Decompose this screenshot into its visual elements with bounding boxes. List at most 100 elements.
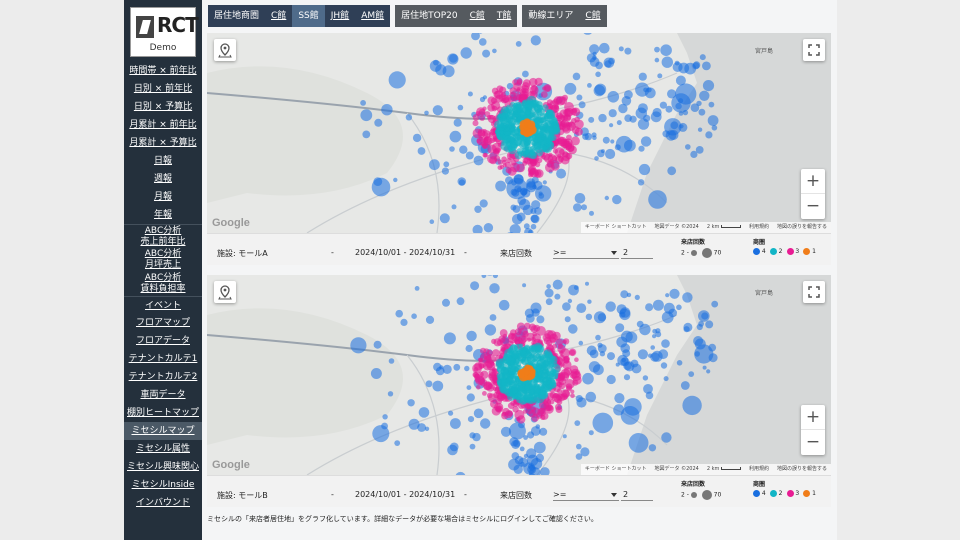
map-point — [605, 148, 616, 160]
map-point — [606, 374, 616, 385]
separator: - — [331, 248, 334, 257]
map-point — [424, 110, 429, 116]
sidebar-item-4[interactable]: 月累計 × 予算比 — [124, 134, 202, 152]
sidebar-item-1[interactable]: 日別 × 前年比 — [124, 80, 202, 98]
map-point — [574, 193, 586, 204]
map-point — [696, 323, 703, 331]
zoom-in-button[interactable]: + — [801, 405, 825, 430]
facility-select[interactable]: モールA — [238, 249, 268, 258]
map-point — [456, 297, 465, 306]
tab-2-1[interactable]: C館 — [579, 5, 607, 27]
map-point — [520, 351, 528, 358]
location-icon[interactable] — [214, 281, 236, 303]
tab-1-1[interactable]: C館 — [463, 5, 491, 27]
fullscreen-icon[interactable] — [803, 39, 825, 61]
attrib-terms[interactable]: 利用規約 — [748, 224, 769, 230]
location-icon[interactable] — [214, 39, 236, 61]
map-point — [604, 195, 609, 201]
sidebar-item-16[interactable]: テナントカルテ2 — [124, 368, 202, 386]
sidebar-item-9[interactable]: ABC分析 売上前年比 — [124, 224, 202, 248]
visit-count-input[interactable]: 2 — [621, 243, 653, 259]
sidebar-item-0[interactable]: 時間帯 × 前年比 — [124, 62, 202, 80]
sidebar-item-20[interactable]: ミセシル属性 — [124, 440, 202, 458]
map-point — [482, 361, 493, 371]
map-point — [505, 106, 513, 114]
map-point — [394, 440, 401, 446]
attrib-shortcuts[interactable]: キーボード ショートカット — [584, 466, 647, 472]
map-point — [504, 135, 511, 142]
attrib-terms[interactable]: 利用規約 — [748, 466, 769, 472]
map-point — [654, 46, 660, 53]
map-point — [447, 53, 459, 65]
sidebar-item-2[interactable]: 日別 × 予算比 — [124, 98, 202, 116]
sidebar-item-18[interactable]: 棚別ヒートマップ — [124, 404, 202, 422]
scale-bar-icon — [720, 467, 741, 470]
date-range[interactable]: 2024/10/01 - 2024/10/31 — [355, 248, 456, 257]
sidebar-item-14[interactable]: フロアデータ — [124, 332, 202, 350]
map-point — [522, 409, 528, 414]
attrib-shortcuts[interactable]: キーボード ショートカット — [584, 224, 647, 230]
sidebar-item-12[interactable]: イベント — [124, 296, 202, 314]
tab-0-2[interactable]: SS館 — [292, 5, 325, 27]
attrib-report[interactable]: 地図の誤りを報告する — [776, 466, 827, 472]
tab-0-3[interactable]: JH館 — [324, 5, 356, 27]
operator-select[interactable]: >= — [553, 243, 619, 259]
map-point — [638, 145, 645, 152]
sidebar-item-8[interactable]: 年報 — [124, 206, 202, 224]
map-point — [614, 393, 625, 404]
sidebar-item-23[interactable]: インバウンド — [124, 494, 202, 512]
sidebar-item-label: フロアデータ — [135, 336, 190, 346]
map-point — [690, 103, 700, 112]
tab-0-1[interactable]: C館 — [265, 5, 293, 27]
map-canvas[interactable]: + − 宮戸島 Google キーボード ショートカット 地図データ ©2024… — [207, 33, 831, 233]
map-point — [387, 391, 394, 397]
sidebar-item-7[interactable]: 月報 — [124, 188, 202, 206]
map-point — [482, 129, 487, 133]
sidebar-item-10[interactable]: ABC分析 月坪売上 — [124, 248, 202, 272]
map-point — [581, 204, 587, 211]
map-point — [585, 281, 589, 286]
sidebar-item-11[interactable]: ABC分析 賃料負担率 — [124, 272, 202, 296]
map-canvas[interactable]: + − 宮戸島 Google キーボード ショートカット 地図データ ©2024… — [207, 275, 831, 475]
map-point — [529, 168, 536, 175]
sidebar-item-label: テナントカルテ1 — [128, 354, 198, 364]
zoom-out-button[interactable]: − — [805, 432, 821, 452]
date-range[interactable]: 2024/10/01 - 2024/10/31 — [355, 490, 456, 499]
fullscreen-icon[interactable] — [803, 281, 825, 303]
sidebar-item-5[interactable]: 日報 — [124, 152, 202, 170]
facility-select[interactable]: モールB — [238, 491, 268, 500]
map-point — [546, 284, 551, 289]
sidebar-item-3[interactable]: 月累計 × 前年比 — [124, 116, 202, 134]
sidebar-item-13[interactable]: フロアマップ — [124, 314, 202, 332]
map-point — [608, 109, 617, 118]
map-point — [487, 96, 496, 105]
sidebar-item-19[interactable]: ミセシルマップ — [124, 422, 202, 440]
sidebar-item-6[interactable]: 週報 — [124, 170, 202, 188]
map-point — [690, 150, 698, 158]
size-legend: 来店回数 2 - 70 — [681, 478, 741, 506]
map-point — [588, 430, 594, 436]
size-legend-title: 来店回数 — [681, 481, 706, 488]
attrib-report[interactable]: 地図の誤りを報告する — [776, 224, 827, 230]
map-point — [578, 101, 586, 109]
tab-1-2[interactable]: T館 — [490, 5, 518, 27]
map-point — [585, 313, 593, 320]
zoom-out-button[interactable]: − — [805, 196, 821, 216]
sidebar-item-22[interactable]: ミセシルInside — [124, 476, 202, 494]
map-point — [457, 104, 464, 111]
visit-count-input[interactable]: 2 — [621, 485, 653, 501]
tab-0-4[interactable]: AM館 — [355, 5, 391, 27]
map-point — [439, 213, 450, 224]
zoom-in-button[interactable]: + — [801, 169, 825, 194]
size-legend-row: 2 - 70 — [681, 490, 722, 500]
map-point — [520, 129, 527, 136]
sidebar-item-21[interactable]: ミセシル興味関心 — [124, 458, 202, 476]
google-logo: Google — [212, 459, 250, 471]
operator-select[interactable]: >= — [553, 485, 619, 501]
sidebar-item-15[interactable]: テナントカルテ1 — [124, 350, 202, 368]
color-legend: 商圏 4 2 3 1 — [753, 236, 833, 264]
sidebar-item-17[interactable]: 車両データ — [124, 386, 202, 404]
map-point — [667, 166, 677, 176]
map-point — [486, 392, 493, 399]
map-point — [540, 91, 548, 98]
